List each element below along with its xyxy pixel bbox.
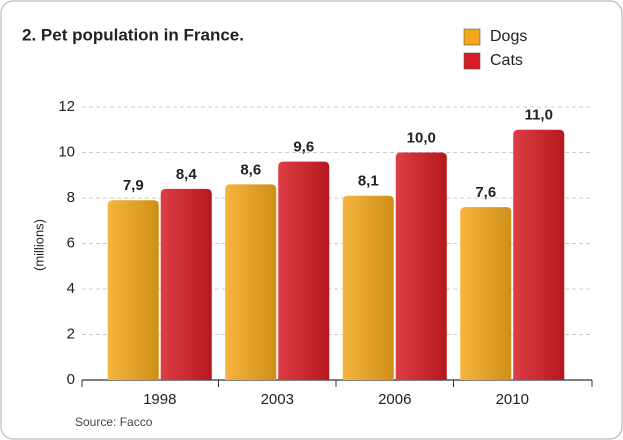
bar-shade xyxy=(513,129,565,380)
bar-shade xyxy=(395,152,447,380)
bar-shade xyxy=(160,188,212,380)
x-tick-label: 1998 xyxy=(143,391,176,408)
bar-shade xyxy=(107,200,159,380)
value-label: 10,0 xyxy=(407,129,436,146)
value-label: 9,6 xyxy=(293,139,314,156)
y-tick-label: 6 xyxy=(67,234,75,251)
bar-shade xyxy=(460,207,512,380)
y-tick-label: 8 xyxy=(67,189,75,206)
x-tick-label: 2006 xyxy=(378,391,411,408)
value-label: 8,6 xyxy=(240,161,261,178)
bar-shade xyxy=(225,184,277,380)
source: Source: Facco xyxy=(75,415,153,429)
bar-shade xyxy=(342,195,394,380)
chart-title: 2. Pet population in France. xyxy=(22,25,244,44)
y-tick-label: 0 xyxy=(67,371,75,388)
bar-shade xyxy=(278,161,330,380)
legend-label: Cats xyxy=(490,52,523,69)
value-label: 7,6 xyxy=(475,184,496,201)
y-tick-label: 4 xyxy=(67,280,75,297)
legend-swatch xyxy=(463,52,481,70)
value-label: 8,4 xyxy=(176,166,198,183)
y-tick-label: 10 xyxy=(58,143,75,160)
y-tick-label: 2 xyxy=(67,325,75,342)
y-axis-label: (millions) xyxy=(31,219,46,271)
value-label: 7,9 xyxy=(123,177,144,194)
legend-label: Dogs xyxy=(490,28,527,45)
value-label: 8,1 xyxy=(358,173,379,190)
y-tick-label: 12 xyxy=(58,98,75,115)
value-label: 11,0 xyxy=(525,107,553,124)
x-tick-label: 2003 xyxy=(261,391,294,408)
x-tick-label: 2010 xyxy=(496,391,529,408)
legend-swatch xyxy=(463,28,481,46)
